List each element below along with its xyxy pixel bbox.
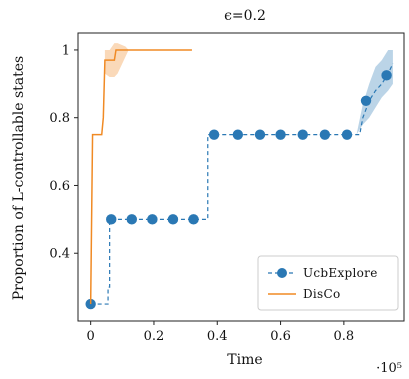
series-disco-line bbox=[89, 49, 192, 305]
series-ucbexplore-point bbox=[126, 214, 138, 225]
plot-frame bbox=[77, 32, 405, 322]
legend-ucbexplore-marker bbox=[277, 268, 287, 278]
legend-disco-label: DisCo bbox=[303, 287, 341, 301]
x-tick-label: 0 bbox=[87, 329, 95, 344]
x-axis-scale-note: ·10⁵ bbox=[376, 361, 402, 376]
series-ucbexplore-point bbox=[188, 214, 199, 225]
legend-box bbox=[257, 255, 399, 311]
y-axis-label: Proportion of L-controllable states bbox=[11, 56, 27, 300]
y-tick-label: 0.8 bbox=[49, 111, 70, 126]
y-tick-label: 0.6 bbox=[49, 179, 70, 194]
y-tick-label: 1 bbox=[62, 43, 70, 58]
series-ucbexplore-point bbox=[232, 129, 244, 140]
series-disco-band bbox=[104, 43, 129, 78]
series-ucbexplore-point bbox=[147, 214, 158, 225]
series-ucbexplore-point bbox=[319, 129, 331, 140]
x-tick-label: 0.4 bbox=[207, 329, 228, 344]
y-tick-label: 0.4 bbox=[49, 247, 70, 262]
series-ucbexplore-point bbox=[297, 129, 308, 140]
plot-area bbox=[85, 43, 394, 310]
series-ucbexplore-point bbox=[106, 214, 117, 225]
series-ucbexplore-point bbox=[167, 214, 179, 225]
x-tick-label: 0.8 bbox=[334, 329, 355, 344]
x-axis-label: Time bbox=[227, 352, 262, 368]
x-tick-label: 0.6 bbox=[270, 329, 291, 344]
x-tick-label: 0.2 bbox=[144, 329, 165, 344]
chart-title: ϵ=0.2 bbox=[224, 8, 266, 24]
series-ucbexplore-point bbox=[341, 129, 353, 140]
series-ucbexplore-point bbox=[254, 129, 266, 140]
axis-ticks: 0 0.2 0.4 0.6 0.8 0.4 0.6 0.8 1 bbox=[49, 43, 354, 344]
series-ucbexplore-line bbox=[90, 63, 394, 305]
series-ucbexplore-point bbox=[381, 70, 392, 81]
series-ucbexplore-point bbox=[360, 95, 372, 106]
series-ucbexplore-point bbox=[208, 129, 220, 140]
legend: UcbExplore DisCo bbox=[257, 255, 399, 311]
series-ucbexplore-point bbox=[275, 129, 286, 140]
legend-ucbexplore-label: UcbExplore bbox=[303, 266, 378, 280]
